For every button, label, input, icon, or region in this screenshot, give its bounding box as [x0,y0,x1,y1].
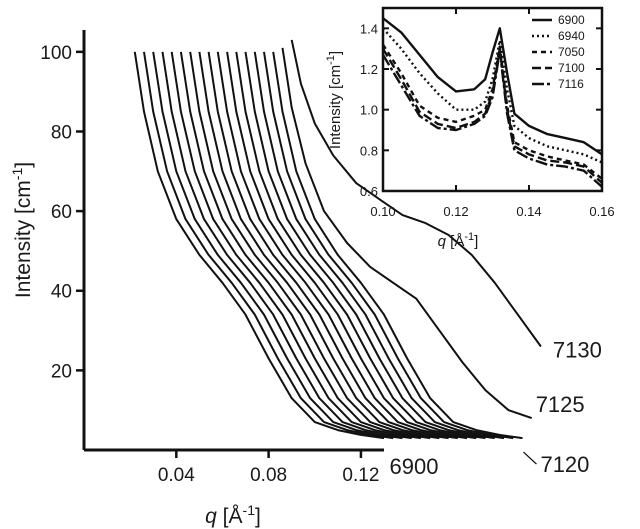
main-series-line-9 [216,51,468,440]
main-y-tick-label: 80 [51,122,72,143]
main-y-tick-label: 100 [40,43,72,64]
inset-y-tick-label: 1.0 [360,103,378,118]
main-y-tick-label: 20 [51,361,72,382]
main-series-line-15 [272,51,523,440]
inset-series-line-6900 [382,17,603,156]
main-series-line-6 [189,51,440,440]
main-series-line-2 [152,51,403,440]
inset-series-group [381,17,603,188]
main-series-line-0 [133,51,385,440]
inset-x-tick-label: 0.12 [443,204,468,219]
inset-x-tick-label: 0.10 [370,204,395,219]
main-series-line-17 [290,39,542,348]
legend-label-7050: 7050 [558,45,585,59]
inset-legend: 6900 6940 7050 7100 7116 [532,13,585,91]
inset-series-line-6940 [382,27,603,164]
inset-series-line-7050 [381,43,603,180]
inset-chart: 0.6 0.8 1.0 1.2 1.4 0.10 0.12 0.14 0.16 6900 6940… [325,6,615,250]
main-series-line-3 [161,51,412,440]
main-series-line-11 [235,51,486,440]
main-series-line-12 [244,51,495,440]
legend-label-7116: 7116 [558,77,584,91]
main-x-tick-label: 0.04 [158,465,195,486]
main-y-tick-label: 40 [51,282,72,303]
legend-label-6900: 6900 [558,13,585,27]
main-series-line-7 [198,51,449,440]
main-series-line-10 [226,51,477,440]
main-x-tick-label: 0.08 [250,465,287,486]
inset-x-axis-title: q [Å-1] [438,231,479,250]
main-x-axis-title: q [Å-1] [205,502,261,528]
inset-y-tick-label: 1.2 [360,62,378,77]
main-series-line-14 [263,51,514,440]
legend-label-7100: 7100 [558,61,585,75]
inset-x-tick-label: 0.16 [589,204,614,219]
inset-y-tick-label: 0.8 [360,143,378,158]
inset-y-tick-label: 0.6 [360,184,378,199]
curve-label-7130: 7130 [553,337,602,362]
inset-x-tick-label: 0.14 [516,204,541,219]
main-series-group [133,39,542,440]
legend-label-6940: 6940 [558,29,585,43]
main-y-axis-title: Intensity [cm-1] [9,162,35,298]
main-x-tick-label: 0.12 [342,465,379,486]
curve-label-leader [523,451,537,465]
inset-y-tick-label: 1.4 [360,21,378,36]
main-series-line-5 [179,51,431,440]
main-series-line-4 [170,51,422,440]
main-series-line-13 [253,51,505,440]
inset-y-axis-title: Intensity [cm-1] [325,51,344,149]
inset-series-line-7116 [381,49,603,188]
curve-label-7120: 7120 [540,452,589,477]
main-x-ticks: 0.04 0.08 0.12 [158,450,379,486]
main-axes [82,30,384,452]
main-series-line-16 [281,47,533,420]
main-y-tick-label: 60 [51,202,72,223]
main-series-line-8 [207,51,458,440]
main-y-ticks: 20 40 60 80 100 [40,43,84,382]
main-curve-labels: 7130 7125 7120 6900 [390,337,602,479]
curve-label-7125: 7125 [536,392,585,417]
curve-label-6900: 6900 [390,454,439,479]
main-series-line-1 [143,51,394,440]
